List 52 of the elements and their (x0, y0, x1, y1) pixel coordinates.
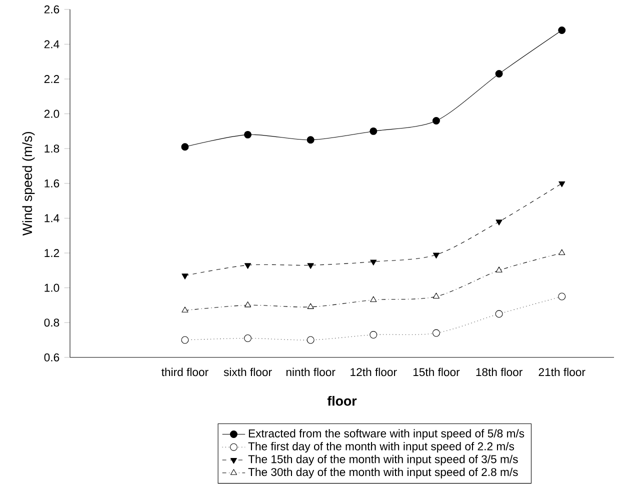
point (370, 127, 378, 135)
legend-label: The 30th day of the month with input speed of 2.8 m/s (248, 468, 518, 478)
point (558, 181, 566, 188)
y-tick-label: 2.2 (44, 75, 60, 83)
point (182, 306, 188, 312)
point (496, 266, 502, 272)
y-axis-title: Wind speed (m/s) (22, 132, 35, 236)
point (306, 336, 314, 344)
point (432, 292, 440, 298)
y-tick-label: 2.6 (44, 5, 60, 14)
legend-label: The first day of the month with input speed of 2.2 m/s (248, 442, 514, 453)
point (307, 263, 314, 269)
point (370, 260, 377, 266)
y-tick-label: 1.8 (44, 144, 60, 153)
x-tick-label: 15th floor (413, 368, 460, 376)
x-tick-label: ninth floor (286, 368, 336, 376)
point (370, 331, 378, 339)
point (495, 70, 503, 78)
point (307, 303, 314, 309)
point (496, 220, 502, 226)
x-tick-label: third floor (162, 368, 208, 376)
legend-label: The 15th day of the month with input speed of 3/5 m/s (248, 454, 518, 466)
x-tick-label: 18th floor (476, 368, 522, 376)
point (244, 263, 252, 269)
y-tick-label: 0.6 (44, 353, 60, 362)
y-tick-label: 1.2 (44, 249, 60, 257)
point (181, 336, 189, 344)
point (244, 130, 252, 138)
y-tick-label: 1.6 (44, 179, 60, 188)
point (306, 136, 314, 144)
x-axis-title: floor (327, 396, 357, 406)
point (244, 301, 252, 308)
y-tick-label: 1.0 (44, 284, 60, 292)
point (182, 274, 188, 280)
y-tick-label: 2.0 (44, 110, 60, 118)
point (432, 117, 440, 124)
point (432, 329, 440, 337)
x-tick-label: 21th floor (538, 368, 586, 376)
y-tick-label: 2.4 (44, 40, 60, 48)
x-tick-label: 12th floor (350, 368, 397, 376)
point (244, 334, 252, 342)
y-tick-label: 0.8 (44, 318, 60, 327)
point (558, 26, 566, 34)
point (495, 310, 503, 318)
point (558, 249, 566, 256)
point (370, 296, 377, 302)
point (432, 252, 440, 258)
point (181, 143, 189, 151)
point (558, 292, 566, 300)
y-tick-label: 1.4 (44, 214, 60, 222)
x-tick-label: sixth floor (224, 368, 272, 376)
legend-label: Extracted from the software with input speed of 5/8 m/s (248, 429, 524, 440)
